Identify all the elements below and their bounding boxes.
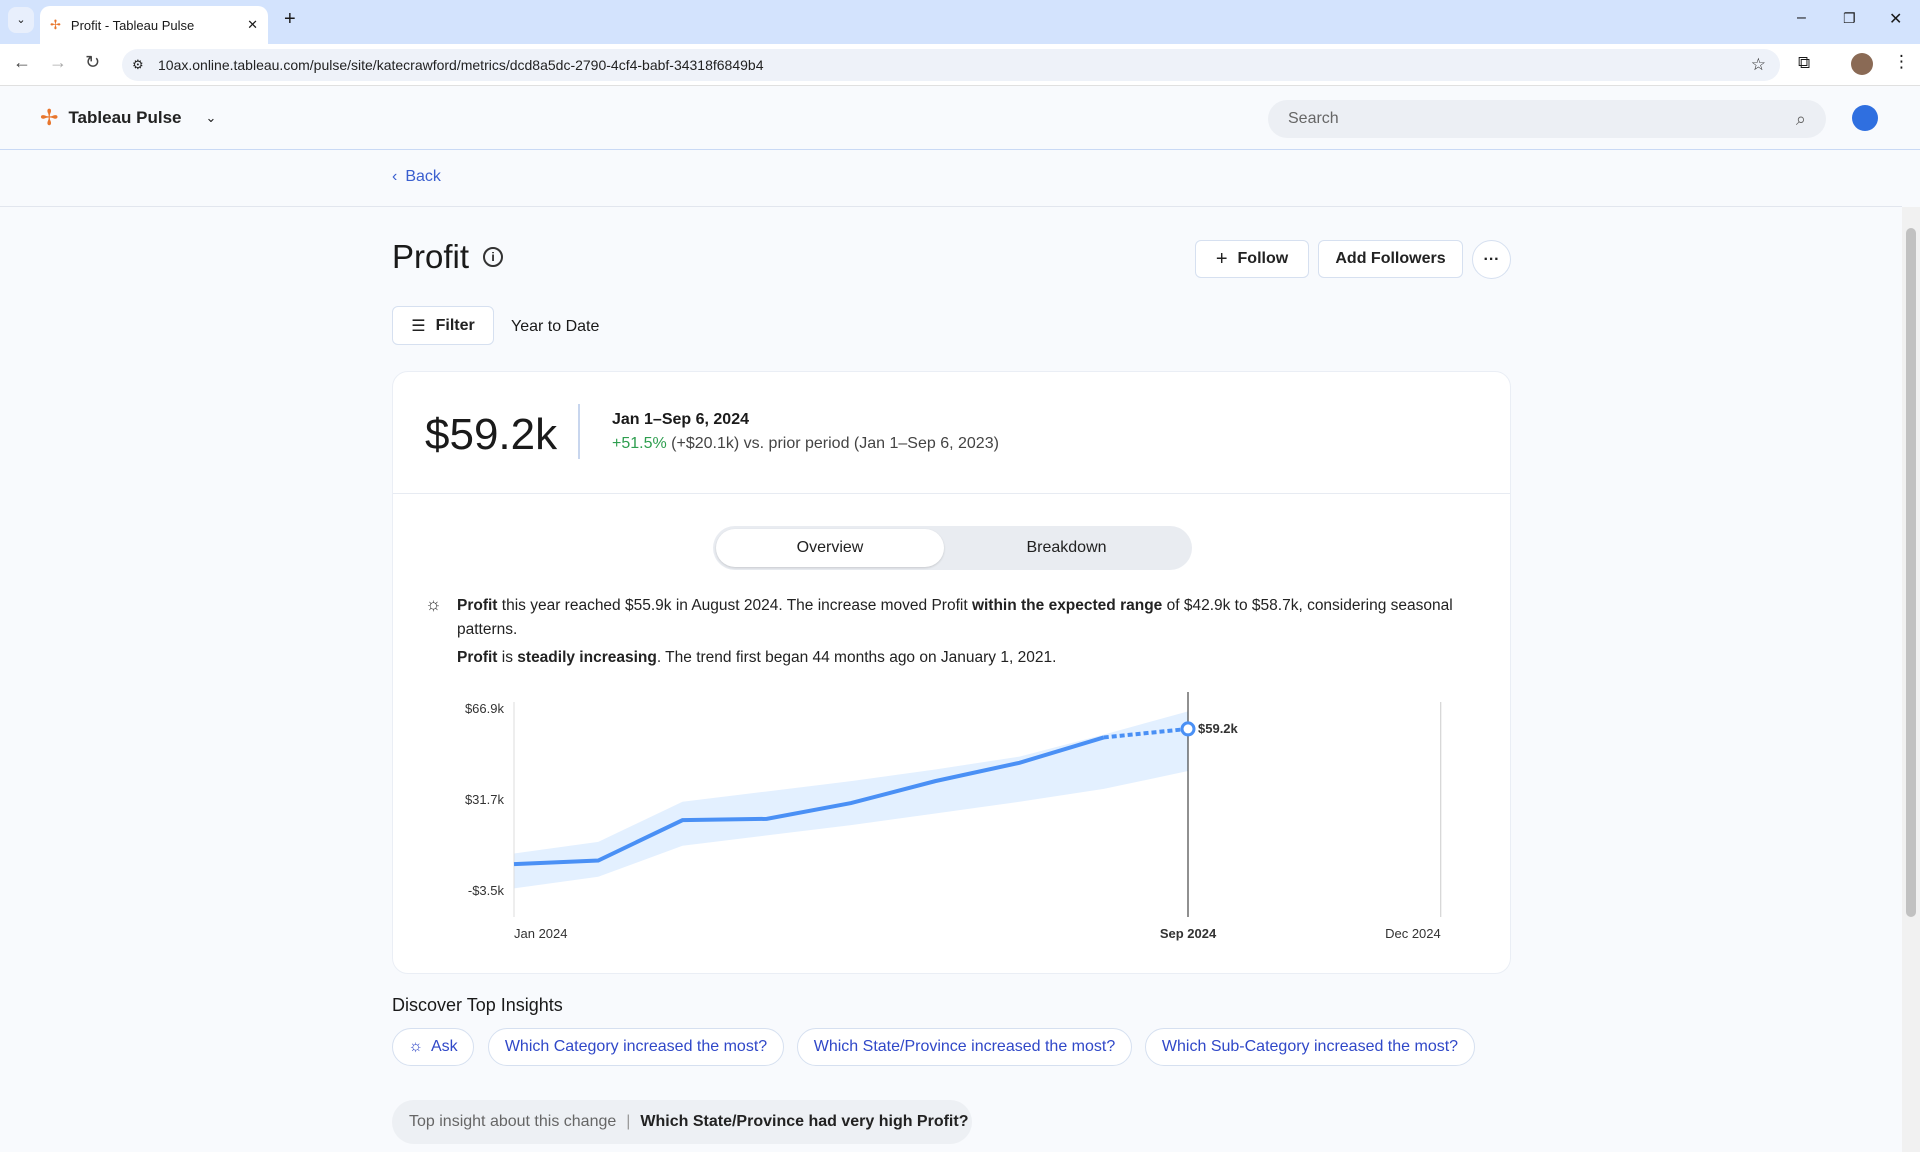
tableau-favicon-icon: ✢: [50, 17, 61, 32]
add-followers-label: Add Followers: [1335, 250, 1446, 267]
period-label: Year to Date: [511, 318, 600, 335]
separator: |: [626, 1113, 631, 1130]
url-text: 10ax.online.tableau.com/pulse/site/katec…: [158, 57, 764, 73]
browser-menu-icon[interactable]: ⋮: [1893, 52, 1910, 71]
insight-text-1: Profit this year reached $55.9k in Augus…: [457, 597, 1453, 638]
tableau-logo-icon: ✢: [40, 105, 59, 130]
address-bar-row: ← → ↻ ⚙ 10ax.online.tableau.com/pulse/si…: [0, 44, 1920, 86]
profit-line-chart: $59.2k $66.9k $31.7k -$3.5k Jan 2024 Sep 2024…: [465, 692, 1442, 941]
tab-overview[interactable]: Overview: [716, 529, 944, 567]
current-value-point: [1180, 721, 1196, 737]
profile-avatar[interactable]: [1851, 53, 1873, 75]
filter-sliders-icon: ☰: [411, 317, 426, 335]
top-insight-label: Top insight about this change: [409, 1113, 617, 1130]
x-tick-label: Jan 2024: [514, 926, 568, 941]
info-icon[interactable]: i: [483, 247, 504, 267]
browser-tab[interactable]: ✢ Profit - Tableau Pulse ✕: [40, 6, 268, 44]
close-tab-icon[interactable]: ✕: [247, 17, 258, 32]
metric-value: $59.2k: [425, 410, 558, 459]
app-name: Tableau Pulse: [68, 108, 182, 127]
top-insight-chip[interactable]: Top insight about this change | Which St…: [392, 1100, 972, 1144]
search-input[interactable]: Search ⌕: [1268, 100, 1826, 138]
y-tick-label: $31.7k: [465, 792, 505, 807]
tab-title: Profit - Tableau Pulse: [70, 17, 195, 33]
ask-button[interactable]: ☼ Ask: [392, 1028, 474, 1066]
browser-tab-bar: ⌄ ✢ Profit - Tableau Pulse ✕ + – ❐ ✕: [0, 0, 1920, 44]
change-summary: +51.5% (+$20.1k) vs. prior period (Jan 1…: [612, 435, 999, 453]
insight-lightbulb-icon: ☼: [425, 594, 442, 614]
page-title: Profit: [392, 238, 470, 275]
lightbulb-icon: ☼: [408, 1038, 423, 1055]
chevron-down-icon: ⌄: [205, 110, 217, 125]
search-icon: ⌕: [1795, 108, 1806, 129]
expected-range-band: [514, 711, 1188, 889]
back-link[interactable]: ‹ Back: [392, 168, 441, 186]
app-switcher[interactable]: ✢ Tableau Pulse ⌄: [40, 105, 216, 131]
back-arrow-icon[interactable]: ←: [13, 52, 31, 72]
site-settings-icon[interactable]: ⚙: [132, 57, 144, 72]
question-chip[interactable]: Which Sub-Category increased the most?: [1145, 1028, 1475, 1066]
end-value-label: $59.2k: [1198, 721, 1239, 736]
ask-label: Ask: [431, 1038, 458, 1055]
filter-label: Filter: [435, 316, 475, 334]
metric-card: $59.2k Jan 1–Sep 6, 2024 +51.5% (+$20.1k…: [392, 371, 1511, 974]
question-chip[interactable]: Which State/Province increased the most?: [797, 1028, 1132, 1066]
top-insight-question: Which State/Province had very high Profi…: [640, 1113, 969, 1130]
tab-list-button[interactable]: ⌄: [8, 7, 34, 33]
plus-icon: +: [1215, 247, 1228, 270]
follow-button[interactable]: + Follow: [1195, 240, 1309, 278]
discover-title: Discover Top Insights: [392, 995, 563, 1015]
ellipsis-icon: ···: [1483, 250, 1500, 268]
x-tick-label: Dec 2024: [1385, 926, 1441, 941]
add-followers-button[interactable]: Add Followers: [1318, 240, 1463, 278]
app-header: ✢ Tableau Pulse ⌄ Search ⌕: [0, 86, 1920, 150]
new-tab-button[interactable]: +: [284, 8, 296, 30]
more-options-button[interactable]: ···: [1472, 240, 1511, 279]
change-detail: (+$20.1k) vs. prior period (Jan 1–Sep 6,…: [671, 435, 999, 452]
user-avatar-icon[interactable]: [1852, 105, 1878, 131]
change-percent: +51.5%: [612, 435, 667, 452]
bookmark-star-icon[interactable]: ☆: [1750, 55, 1766, 74]
follow-label: Follow: [1237, 250, 1289, 267]
reload-icon[interactable]: ↻: [85, 52, 101, 72]
filter-button[interactable]: ☰ Filter: [392, 306, 494, 345]
forward-arrow-icon[interactable]: →: [49, 52, 67, 72]
profit-series-line: [513, 735, 1105, 867]
back-bar: ‹ Back: [0, 150, 1902, 207]
back-label: Back: [405, 168, 441, 185]
profit-projected-line: [1103, 726, 1189, 740]
x-tick-label: Sep 2024: [1160, 926, 1217, 941]
insight-text-2: Profit is steadily increasing. The trend…: [457, 649, 1057, 666]
y-tick-label: -$3.5k: [468, 883, 505, 898]
close-window-button[interactable]: ✕: [1889, 11, 1903, 28]
url-field[interactable]: ⚙ 10ax.online.tableau.com/pulse/site/kat…: [122, 49, 1780, 81]
scrollbar-thumb[interactable]: [1906, 228, 1916, 917]
date-range: Jan 1–Sep 6, 2024: [612, 411, 749, 428]
divider: [393, 493, 1510, 494]
y-tick-label: $66.9k: [465, 701, 505, 716]
view-toggle: Overview Breakdown: [713, 526, 1192, 570]
divider: [578, 404, 580, 459]
restore-button[interactable]: ❐: [1843, 10, 1856, 26]
question-chip[interactable]: Which Category increased the most?: [488, 1028, 784, 1066]
minimize-button[interactable]: –: [1797, 9, 1806, 26]
tab-breakdown[interactable]: Breakdown: [1026, 539, 1107, 556]
chevron-left-icon: ‹: [392, 168, 398, 185]
extensions-icon[interactable]: ⧉: [1798, 53, 1811, 72]
page-scrollbar[interactable]: [1902, 207, 1920, 1152]
search-placeholder: Search: [1288, 110, 1339, 127]
